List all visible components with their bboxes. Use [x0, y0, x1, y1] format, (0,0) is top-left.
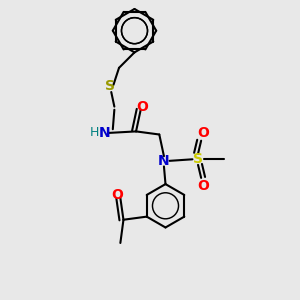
Text: H: H — [89, 127, 99, 140]
Text: N: N — [99, 126, 110, 140]
Text: S: S — [193, 152, 203, 166]
Text: S: S — [105, 80, 115, 94]
Text: N: N — [158, 154, 170, 168]
Text: O: O — [136, 100, 148, 114]
Text: O: O — [197, 126, 208, 140]
Text: O: O — [197, 178, 208, 193]
Text: O: O — [111, 188, 123, 202]
